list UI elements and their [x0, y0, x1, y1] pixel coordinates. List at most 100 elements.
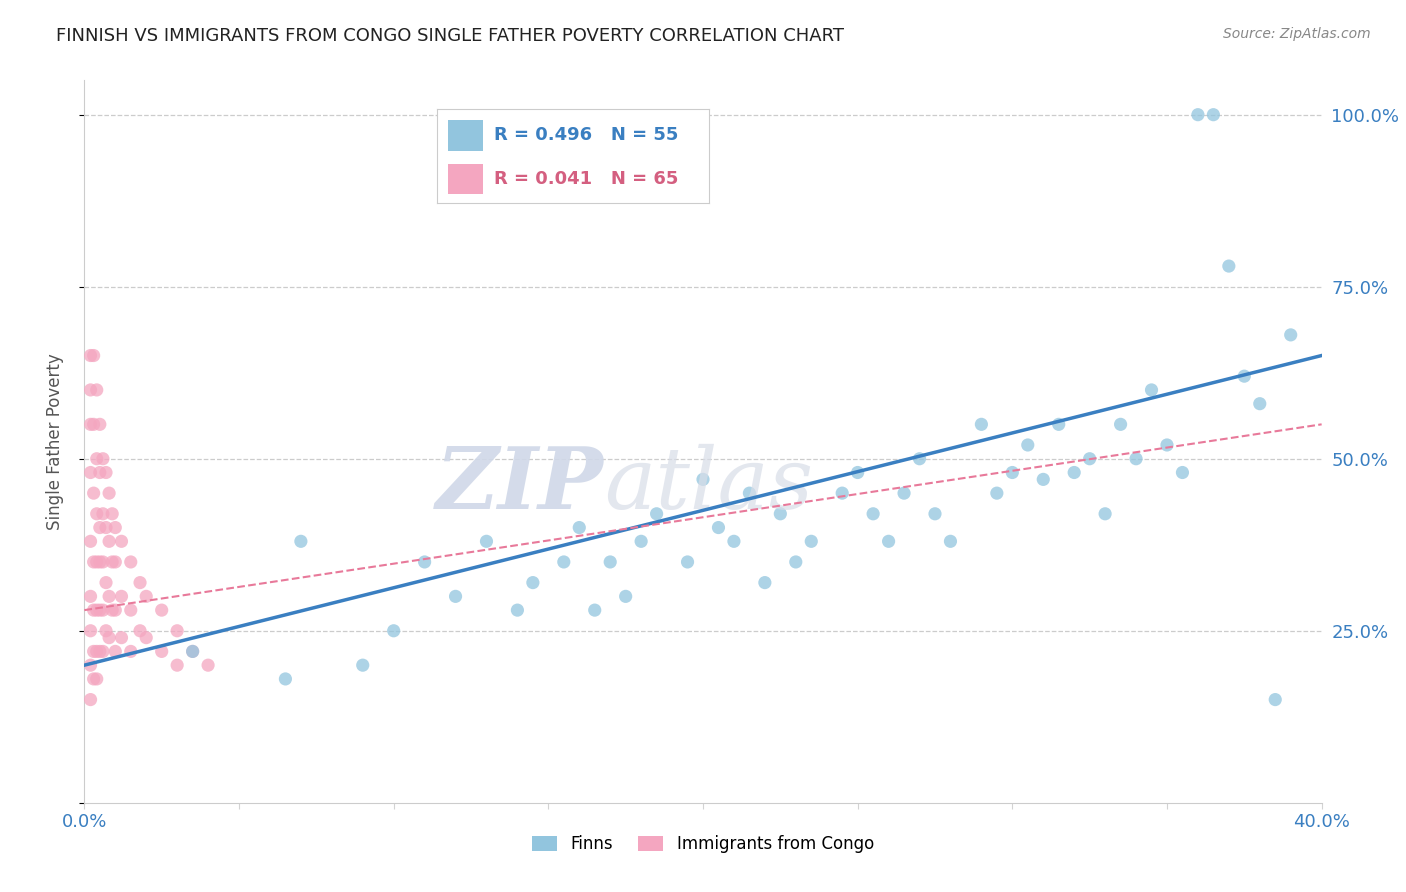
- Point: [98, 590, 121, 604]
- Point: [150, 603, 173, 617]
- Point: [924, 507, 946, 521]
- Point: [274, 672, 297, 686]
- Point: [877, 534, 900, 549]
- Point: [723, 534, 745, 549]
- Point: [831, 486, 853, 500]
- Point: [89, 644, 111, 658]
- Point: [79, 466, 101, 480]
- Point: [79, 417, 101, 432]
- Point: [707, 520, 730, 534]
- Point: [104, 644, 127, 658]
- Point: [83, 349, 105, 363]
- Point: [86, 555, 108, 569]
- Point: [91, 507, 114, 521]
- Point: [1063, 466, 1085, 480]
- Point: [94, 575, 117, 590]
- Point: [89, 555, 111, 569]
- Point: [86, 383, 108, 397]
- Point: [101, 603, 124, 617]
- Point: [104, 555, 127, 569]
- Point: [98, 534, 121, 549]
- Point: [83, 417, 105, 432]
- Point: [754, 575, 776, 590]
- Point: [522, 575, 544, 590]
- Point: [893, 486, 915, 500]
- Point: [1125, 451, 1147, 466]
- Point: [382, 624, 405, 638]
- Point: [614, 590, 637, 604]
- Point: [1171, 466, 1194, 480]
- Point: [94, 466, 117, 480]
- Point: [1032, 472, 1054, 486]
- Legend: Finns, Immigrants from Congo: Finns, Immigrants from Congo: [526, 828, 880, 860]
- Point: [553, 555, 575, 569]
- Point: [1279, 327, 1302, 342]
- Point: [846, 466, 869, 480]
- Point: [769, 507, 792, 521]
- Point: [86, 644, 108, 658]
- Point: [583, 603, 606, 617]
- Point: [150, 644, 173, 658]
- Point: [120, 644, 142, 658]
- Point: [970, 417, 993, 432]
- Point: [91, 555, 114, 569]
- Point: [83, 644, 105, 658]
- Point: [110, 534, 132, 549]
- Point: [110, 631, 132, 645]
- Point: [413, 555, 436, 569]
- Point: [79, 624, 101, 638]
- Point: [1001, 466, 1024, 480]
- Point: [181, 644, 204, 658]
- Point: [1078, 451, 1101, 466]
- Text: FINNISH VS IMMIGRANTS FROM CONGO SINGLE FATHER POVERTY CORRELATION CHART: FINNISH VS IMMIGRANTS FROM CONGO SINGLE …: [56, 27, 844, 45]
- Point: [104, 520, 127, 534]
- Point: [785, 555, 807, 569]
- Point: [89, 466, 111, 480]
- Point: [79, 692, 101, 706]
- Point: [166, 624, 188, 638]
- Point: [120, 603, 142, 617]
- Point: [908, 451, 931, 466]
- Point: [1140, 383, 1163, 397]
- Point: [1094, 507, 1116, 521]
- Point: [506, 603, 529, 617]
- Point: [475, 534, 498, 549]
- Point: [738, 486, 761, 500]
- Point: [120, 555, 142, 569]
- Point: [1156, 438, 1178, 452]
- Point: [676, 555, 699, 569]
- Point: [1249, 397, 1271, 411]
- Point: [83, 603, 105, 617]
- Point: [86, 451, 108, 466]
- Point: [98, 486, 121, 500]
- Point: [197, 658, 219, 673]
- Y-axis label: Single Father Poverty: Single Father Poverty: [45, 353, 63, 530]
- Text: atlas: atlas: [605, 443, 813, 526]
- Point: [94, 624, 117, 638]
- Point: [181, 644, 204, 658]
- Point: [91, 451, 114, 466]
- Point: [91, 644, 114, 658]
- Point: [83, 555, 105, 569]
- Point: [83, 672, 105, 686]
- Point: [290, 534, 312, 549]
- Point: [1017, 438, 1039, 452]
- Point: [166, 658, 188, 673]
- Point: [444, 590, 467, 604]
- Point: [104, 603, 127, 617]
- Point: [352, 658, 374, 673]
- Point: [986, 486, 1008, 500]
- Point: [1047, 417, 1070, 432]
- Text: Source: ZipAtlas.com: Source: ZipAtlas.com: [1223, 27, 1371, 41]
- Point: [79, 590, 101, 604]
- Point: [692, 472, 714, 486]
- Point: [135, 590, 157, 604]
- Point: [79, 383, 101, 397]
- Point: [86, 603, 108, 617]
- Point: [1109, 417, 1132, 432]
- Point: [91, 603, 114, 617]
- Point: [645, 507, 668, 521]
- Point: [1202, 108, 1225, 122]
- Point: [862, 507, 884, 521]
- Point: [86, 507, 108, 521]
